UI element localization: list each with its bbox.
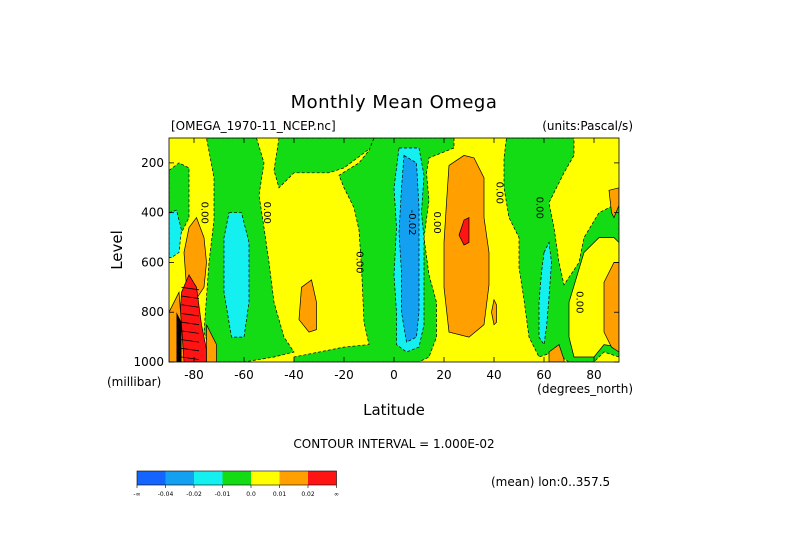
x-tick-label: 60 xyxy=(536,368,551,382)
contour-region-cyan-south xyxy=(223,212,250,338)
colorbar-label: 0.0 xyxy=(246,491,256,498)
x-axis-label: Latitude xyxy=(363,401,425,419)
contour-label: 0.00 xyxy=(261,202,272,224)
contour-region-cyan-north xyxy=(538,241,552,346)
steep-gradient-contour xyxy=(181,330,200,334)
y-axis-label: Level xyxy=(108,230,126,270)
colorbar-swatch xyxy=(279,471,308,485)
contour-region-green-upper-mid xyxy=(273,138,375,189)
contour-label: 0.00 xyxy=(199,202,210,224)
steep-gradient-contour xyxy=(181,304,200,308)
contour-region-cyan-south-edge xyxy=(169,209,182,258)
colorbar-swatch xyxy=(251,471,280,485)
y-tick-label: 600 xyxy=(141,255,164,269)
colorbar-frame xyxy=(136,470,337,486)
chart-title: Monthly Mean Omega xyxy=(291,92,498,113)
steep-gradient-contour xyxy=(181,321,200,326)
contour-region-orange-north xyxy=(443,155,490,338)
steep-gradient-contour xyxy=(181,286,200,291)
x-tick-label: 40 xyxy=(486,368,501,382)
x-tick-label: 0 xyxy=(390,368,398,382)
colorbar-label: 0.01 xyxy=(273,491,287,498)
contour-region-red-north xyxy=(458,217,470,246)
contour-interval-text: CONTOUR INTERVAL = 1.000E-02 xyxy=(293,437,494,451)
steep-gradient-contour xyxy=(181,339,200,343)
units-label: (units:Pascal/s) xyxy=(542,119,633,133)
colorbar-label: ∞ xyxy=(334,491,339,498)
steep-gradient-contour xyxy=(181,356,200,360)
y-axis-units: (millibar) xyxy=(107,375,161,389)
x-tick-label: 20 xyxy=(436,368,451,382)
colorbar-label: 0.02 xyxy=(301,491,315,498)
y-tick-label: 200 xyxy=(141,156,164,170)
colorbar-swatch xyxy=(308,471,337,485)
contour-label: 0.00 xyxy=(574,291,585,313)
source-label: [OMEGA_1970-11_NCEP.nc] xyxy=(171,119,336,133)
colorbar-label: -0.04 xyxy=(158,491,174,498)
colorbar-label: -∞ xyxy=(133,491,140,498)
contour-region-orange-north-bottom xyxy=(548,344,565,362)
colorbar: -∞ -0.04 -0.02 -0.01 0.0 0.01 0.02 ∞ xyxy=(133,470,339,498)
colorbar-label: -0.02 xyxy=(186,491,202,498)
colorbar-swatch xyxy=(222,471,251,485)
y-tick-label: 400 xyxy=(141,206,164,220)
steep-gradient-contour xyxy=(181,295,200,299)
contour-region-orange-south-low2 xyxy=(206,324,217,362)
y-tick-label: 800 xyxy=(141,305,164,319)
x-axis-units: (degrees_north) xyxy=(537,382,633,396)
x-tick-label: -60 xyxy=(234,368,254,382)
steep-gradient-contour xyxy=(181,347,200,352)
x-tick-label: -20 xyxy=(334,368,354,382)
colorbar-swatch xyxy=(165,471,194,485)
contour-region-blue-central xyxy=(398,154,420,343)
contour-region-orange-south-mid xyxy=(298,279,317,333)
plot-frame xyxy=(168,137,620,363)
plot-area: 0.00 0.00 0.00 -0.02 0.00 0.00 0.00 0.00 xyxy=(169,138,619,362)
colorbar-swatch xyxy=(137,471,166,485)
contour-region-orange-north-small xyxy=(491,298,497,326)
steep-gradient-contour xyxy=(181,313,200,317)
contour-region-orange-north-tall xyxy=(608,187,619,219)
contour-label: -0.02 xyxy=(406,210,417,236)
contour-label: 0.00 xyxy=(494,182,505,204)
surface-masked-column xyxy=(176,312,182,362)
x-tick-label: -80 xyxy=(184,368,204,382)
colorbar-swatch xyxy=(194,471,223,485)
footnote: (mean) lon:0..357.5 xyxy=(491,475,610,489)
contour-label: 0.00 xyxy=(431,211,442,233)
axis-ticks: -80 -60 -40 -20 0 20 40 60 80 200 400 600 800 1000 xyxy=(133,138,619,382)
colorbar-label: -0.01 xyxy=(215,491,231,498)
x-tick-label: -40 xyxy=(284,368,304,382)
contour-label: 0.00 xyxy=(534,197,545,219)
x-tick-label: 80 xyxy=(586,368,601,382)
y-tick-label: 1000 xyxy=(133,355,164,369)
contour-label: 0.00 xyxy=(354,251,365,273)
